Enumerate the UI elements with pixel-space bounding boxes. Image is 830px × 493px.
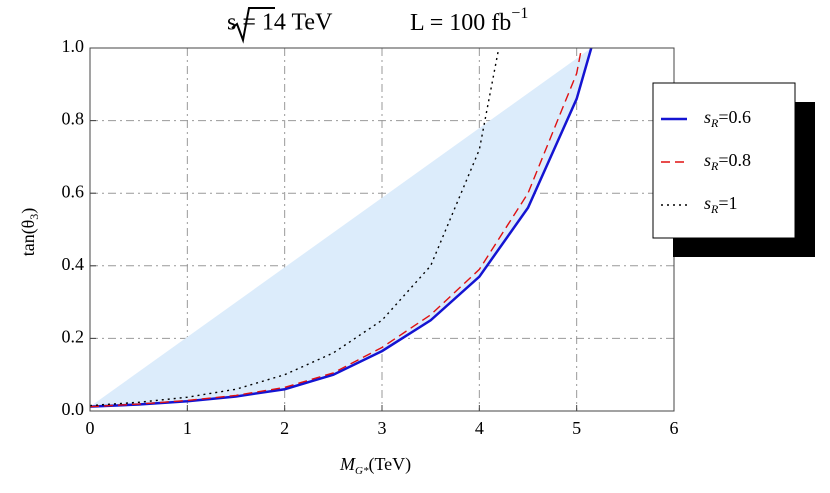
sqrt-sign <box>231 7 275 44</box>
legend-label: sR=1 <box>704 193 738 216</box>
allowed-region <box>90 48 592 407</box>
y-label-main: tan(θ <box>18 220 39 257</box>
legend-symbol: s <box>704 193 711 213</box>
legend-sub: R <box>710 159 719 173</box>
x-label-unit: (TeV) <box>368 454 411 475</box>
x-tick-label: 1 <box>183 418 192 438</box>
y-label-end: ) <box>18 208 39 214</box>
x-tick-label: 5 <box>572 418 581 438</box>
x-tick-label: 0 <box>86 418 95 438</box>
title-luminosity: L = 100 fb <box>410 10 511 36</box>
y-label-sub: 3 <box>27 214 41 220</box>
y-tick-label: 0.2 <box>62 327 85 347</box>
legend-symbol: s <box>704 107 711 127</box>
legend-value: =0.8 <box>718 150 751 170</box>
legend-label: sR=0.8 <box>704 150 751 173</box>
x-tick-label: 6 <box>670 418 679 438</box>
y-tick-label: 0.6 <box>62 181 85 201</box>
y-tick-label: 0.8 <box>62 109 85 129</box>
y-axis-label: tan(θ3) <box>18 208 41 257</box>
y-tick-label: 0.0 <box>62 399 85 419</box>
series-line <box>89 47 583 408</box>
legend-sub: R <box>710 202 719 216</box>
legend-label: sR=0.6 <box>704 107 751 130</box>
legend-value: =0.6 <box>718 107 751 127</box>
legend-box <box>652 82 796 239</box>
plot-layer <box>89 47 675 412</box>
x-label-sub: G* <box>355 465 369 477</box>
legend-sub: R <box>710 116 719 130</box>
legend-symbol: s <box>704 150 711 170</box>
y-tick-label: 0.4 <box>62 254 85 274</box>
x-axis-label: MG*(TeV) <box>339 454 411 476</box>
x-label-symbol: M <box>339 454 356 474</box>
legend-value: =1 <box>718 193 737 213</box>
x-tick-label: 3 <box>378 418 387 438</box>
title-exponent: −1 <box>511 5 528 22</box>
chart-title: s = 14 TeV <box>227 10 333 36</box>
x-tick-label: 4 <box>475 418 484 438</box>
y-tick-label: 1.0 <box>62 36 85 56</box>
chart-title-right: L = 100 fb−1 <box>410 5 528 36</box>
legend: sR=0.6sR=0.8sR=1 <box>652 82 815 257</box>
x-tick-label: 2 <box>280 418 289 438</box>
series-line <box>89 47 500 407</box>
